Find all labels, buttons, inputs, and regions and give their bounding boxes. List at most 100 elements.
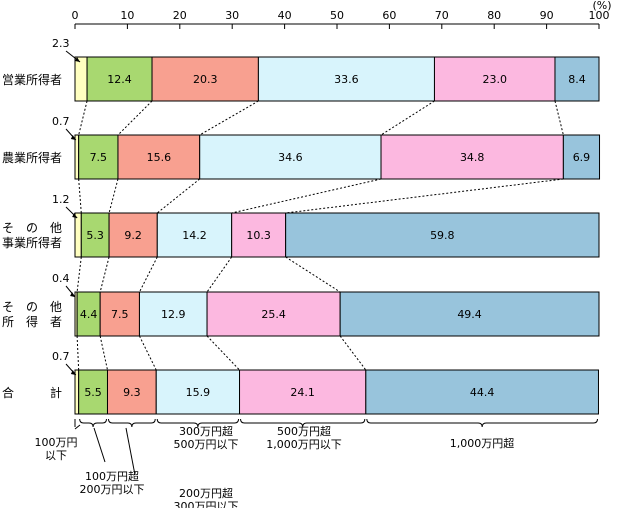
x-tick-label: 60 (382, 9, 396, 22)
x-tick-label: 50 (330, 9, 344, 22)
data-label: 44.4 (470, 386, 495, 399)
connector-line (108, 178, 119, 214)
bracket-pointer (93, 427, 106, 463)
connector-line (285, 256, 341, 293)
bar-segment (74, 134, 80, 180)
data-label: 0.4 (52, 272, 70, 285)
data-label: 12.4 (107, 73, 132, 86)
data-label: 0.7 (52, 115, 70, 128)
x-tick-label: 70 (435, 9, 449, 22)
connector-line (554, 100, 564, 136)
connector-line (76, 335, 80, 371)
data-label: 10.3 (246, 229, 271, 242)
bracket-label: 1,000万円超 (450, 436, 515, 450)
category-label: そ の 他 (2, 300, 62, 314)
bar-segment (151, 56, 259, 102)
bracket-line (79, 418, 107, 428)
data-label: 23.0 (482, 73, 507, 86)
arrow-head (75, 57, 81, 62)
data-label: 4.4 (80, 308, 98, 321)
connector-line (206, 335, 240, 371)
data-label: 33.6 (334, 73, 359, 86)
data-label: 25.4 (261, 308, 286, 321)
bracket-line (107, 418, 156, 428)
x-tick-label: 90 (540, 9, 554, 22)
connector-line (99, 256, 110, 293)
bracket-line (240, 418, 366, 428)
data-label: 15.6 (147, 151, 172, 164)
bracket-label: 300万円超 (179, 424, 233, 438)
connector-line (339, 335, 367, 371)
bracket-line (366, 418, 598, 428)
bar-segment (86, 56, 153, 102)
x-tick-label: 100 (589, 9, 610, 22)
data-label: 34.6 (278, 151, 303, 164)
bar-segment (380, 134, 564, 180)
category-label: 営業所得者 (2, 72, 62, 87)
category-label: 合 計 (2, 385, 62, 400)
bar-segment (155, 369, 241, 415)
data-label: 0.7 (52, 350, 70, 363)
bracket-label: 100万円超 (85, 469, 139, 483)
bar-segment (138, 291, 208, 337)
bracket-pointer (74, 424, 81, 430)
data-label: 7.5 (111, 308, 129, 321)
x-tick-label: 80 (487, 9, 501, 22)
bar-segment (554, 56, 600, 102)
bar-segment (285, 212, 600, 258)
x-tick-label: 30 (225, 9, 239, 22)
x-tick-label: 40 (278, 9, 292, 22)
bracket-label: 200万円以下 (80, 483, 145, 496)
bar-segment (339, 291, 600, 337)
data-label: 6.9 (573, 151, 591, 164)
bar-segment (78, 369, 108, 415)
bar-segment (206, 291, 341, 337)
data-label: 9.3 (123, 386, 141, 399)
data-label: 24.1 (290, 386, 315, 399)
bracket-line (156, 418, 240, 428)
connector-line (76, 256, 82, 293)
connector-line (78, 178, 82, 214)
bar-segment (117, 134, 201, 180)
bar-segment (99, 291, 140, 337)
bar-segment (365, 369, 599, 415)
bar-segment (257, 56, 435, 102)
data-label: 15.9 (186, 386, 211, 399)
connector-line (139, 335, 157, 371)
bracket-label: 500万円以下 (174, 438, 239, 451)
connector-line (285, 178, 564, 214)
bar-segment (74, 56, 88, 102)
unit-label: (%) (592, 0, 611, 12)
data-label: 59.8 (430, 229, 455, 242)
data-label: 2.3 (52, 37, 70, 50)
bracket-label: 100万円 (35, 436, 78, 449)
connector-line (78, 100, 88, 136)
x-tick-label: 0 (72, 9, 79, 22)
category-label: 農業所得者 (2, 150, 62, 165)
arrow-head (70, 292, 76, 297)
connector-line (139, 256, 158, 293)
connector-line (199, 100, 259, 136)
connector-line (117, 100, 153, 136)
category-label: 所 得 者 (2, 314, 62, 329)
connector-line (99, 335, 108, 371)
bar-segment (239, 369, 367, 415)
data-label: 5.3 (86, 229, 104, 242)
data-label: 12.9 (161, 308, 186, 321)
bar-segment (106, 369, 157, 415)
bar-segment (74, 212, 82, 258)
connector-line (231, 178, 382, 214)
bar-segment (74, 369, 80, 415)
x-tick-label: 10 (120, 9, 134, 22)
bar-segment (80, 212, 110, 258)
bracket-pointer (125, 427, 136, 476)
data-label: 5.5 (84, 386, 102, 399)
arrow-head (72, 213, 78, 218)
arrow-head (70, 370, 76, 375)
connector-line (206, 256, 233, 293)
category-label: そ の 他 (2, 221, 62, 235)
bracket-label: 300万円以下 (174, 500, 239, 508)
data-label: 9.2 (124, 229, 142, 242)
data-label: 1.2 (52, 193, 70, 206)
